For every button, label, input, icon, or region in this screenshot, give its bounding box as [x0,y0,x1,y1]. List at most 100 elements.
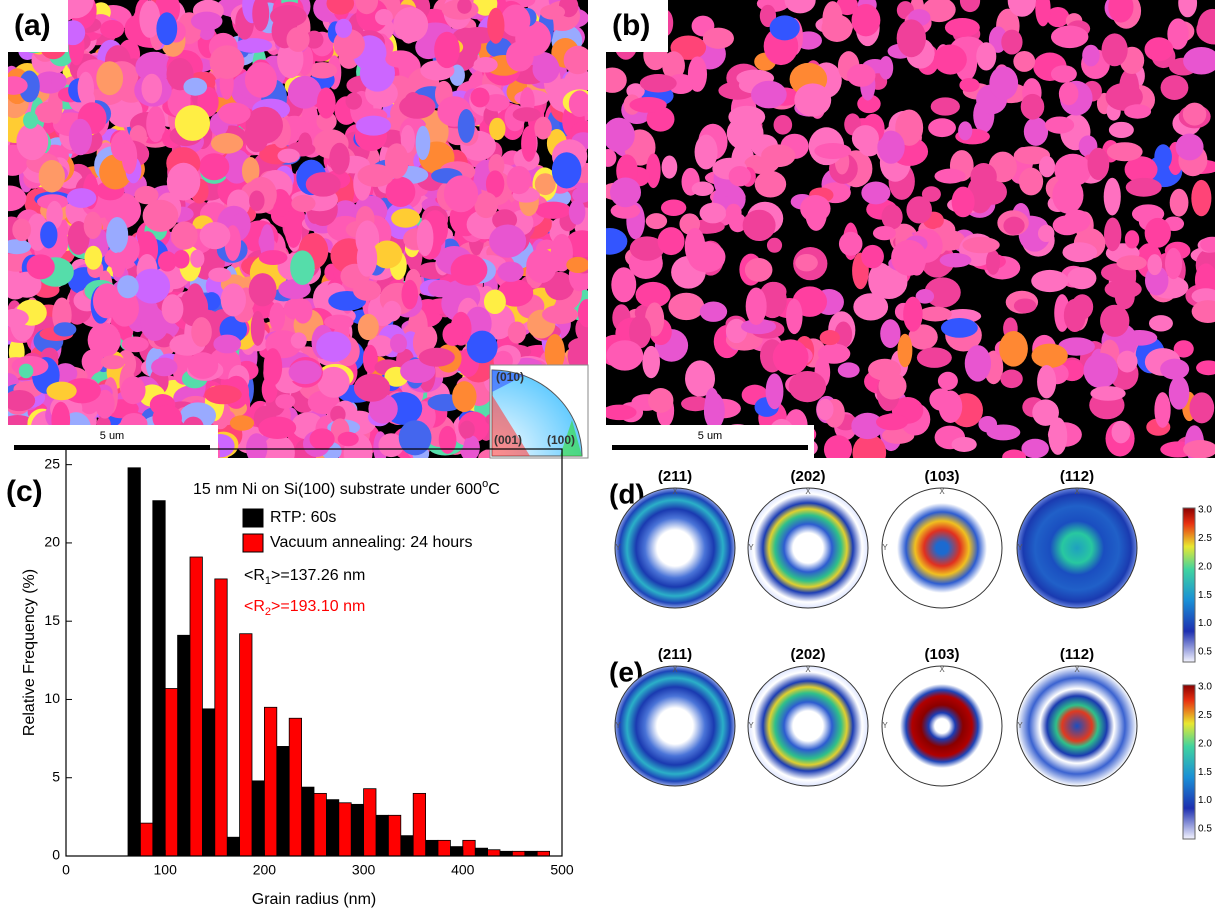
grain [976,42,997,71]
pole-axis: X [1074,665,1080,674]
grain [794,83,832,117]
grain [335,18,353,38]
grain [275,394,296,409]
grain [246,433,268,458]
grain [881,204,903,230]
grain [788,370,827,403]
annotation: <R1>=137.26 nm [244,567,365,587]
grain [934,168,966,184]
grain [572,187,588,203]
grain [83,211,102,240]
grain [1169,188,1189,217]
grain [179,288,209,327]
bar [474,847,489,857]
grain [50,72,67,90]
grain [317,366,350,398]
grain [1045,116,1075,134]
grain [685,360,716,397]
grain [761,144,796,168]
pole-axis: X [672,665,678,674]
grain [92,283,122,319]
grain [639,74,677,93]
pole-figure [747,487,869,609]
grain [577,299,588,328]
grain [357,313,379,341]
grain [12,218,32,242]
ipf-key [492,395,530,456]
grain [868,262,894,299]
bar [301,786,315,857]
grain [213,334,242,354]
grain [1148,315,1173,332]
grain [117,275,139,299]
grain [1108,0,1134,23]
grain [415,125,431,161]
grain [204,384,242,405]
grain [1050,25,1089,49]
y-axis-label: Relative Frequency (%) [21,569,38,736]
grain [355,0,379,15]
grain [606,149,617,167]
pole-label: (202) [790,646,825,663]
bar [437,839,451,857]
grain [8,389,36,412]
grain [234,38,273,53]
grain [896,19,926,58]
grain [551,152,582,189]
grain [933,44,967,75]
grain [438,425,457,454]
annotation-part: 2 [265,606,271,618]
colorbar-tick-label: 2.5 [1198,533,1212,544]
grain [611,267,637,303]
grain [258,416,297,439]
grain [399,94,436,119]
grain [534,116,552,140]
grain [371,240,403,269]
grain [356,240,378,277]
grain [970,163,997,191]
grain [291,194,316,212]
grain [962,236,1000,254]
colorbar-tick-label: 1.5 [1198,767,1212,778]
pole-axis: X [805,487,811,496]
pole-figure [1016,665,1138,787]
grain [337,431,359,447]
grain [1038,155,1056,178]
grain [1160,75,1189,100]
colorbar [1182,507,1196,663]
grain [704,387,720,425]
grain [1082,44,1100,67]
grain [684,227,706,265]
legend-label: RTP: 60s [270,509,336,526]
grain [1104,217,1122,252]
grain [487,7,505,44]
bar [499,850,513,857]
bar [487,849,501,857]
grain [1160,358,1190,380]
grain [355,115,392,136]
grain [483,94,510,112]
colorbar-tick-label: 3.0 [1198,505,1212,516]
grain [12,271,42,298]
grain [915,289,935,304]
panel-label: (c) [6,475,43,508]
annotation-part: 1 [265,575,271,587]
grain [100,20,125,39]
grain [699,301,728,322]
annotation-part: <R [244,567,265,584]
grain [541,304,579,325]
grain [800,195,831,223]
bar [201,708,216,857]
grain [1000,369,1023,389]
bar [512,850,526,857]
grain [1183,46,1215,75]
grain [1191,288,1215,305]
pole-axis: X [939,665,945,674]
ipf-key [492,370,525,392]
grain [497,261,524,282]
grain [18,363,34,379]
grain [1183,440,1215,458]
grain [1194,263,1215,297]
grain [393,7,429,43]
